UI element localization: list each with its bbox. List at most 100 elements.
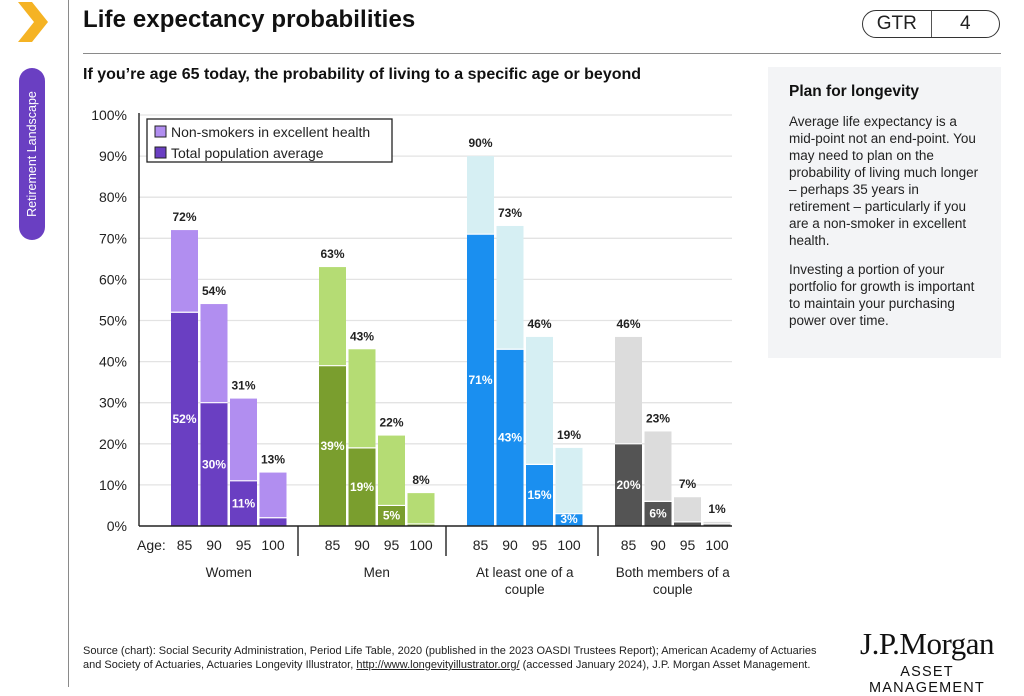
bar-label-total-population: 6%: [649, 507, 667, 521]
section-tab-label: Retirement Landscape: [25, 91, 39, 217]
x-tick-label: 95: [680, 537, 696, 553]
source-text-prefix: Source (chart): Social Security Administ…: [83, 645, 817, 671]
bar-label-non-smokers: 54%: [202, 284, 226, 298]
x-tick-label: 95: [384, 537, 400, 553]
x-tick-label: 100: [409, 537, 433, 553]
bar-label-total-population: 71%: [468, 373, 492, 387]
y-tick-label: 90%: [99, 148, 127, 164]
header-divider: [83, 53, 1001, 54]
y-tick-label: 50%: [99, 313, 127, 329]
bar-total-population: [644, 501, 672, 526]
x-tick-label: 100: [261, 537, 285, 553]
bar-label-total-population: 3%: [560, 512, 578, 526]
bar-label-total-population: 20%: [616, 478, 640, 492]
legend-swatch: [154, 146, 167, 159]
legend-box: [146, 118, 393, 163]
bar-label-non-smokers: 90%: [468, 136, 492, 150]
page-title: Life expectancy probabilities: [83, 6, 416, 33]
panel-heading: Plan for longevity: [789, 83, 920, 100]
bar-label-non-smokers: 31%: [231, 379, 255, 393]
source-text-suffix: (accessed January 2024), J.P. Morgan Ass…: [519, 659, 811, 671]
bar-total-population: [467, 234, 494, 526]
y-tick-label: 10%: [99, 477, 127, 493]
bar-non-smokers: [407, 493, 435, 526]
bar-total-population: [259, 517, 287, 526]
x-tick-label: 95: [236, 537, 252, 553]
bar-label-non-smokers: 1%: [708, 502, 726, 516]
bar-label-non-smokers: 72%: [172, 210, 196, 224]
bar-total-population: [496, 349, 524, 526]
bar-non-smokers: [555, 447, 583, 526]
bar-label-non-smokers: 8%: [412, 473, 430, 487]
bar-label-total-population: 15%: [527, 488, 551, 502]
bar-label-total-population: 43%: [498, 431, 522, 445]
chevron-right-icon: [18, 2, 48, 42]
bar-label-non-smokers: 19%: [557, 428, 581, 442]
bar-label-total-population: 39%: [320, 439, 344, 453]
x-tick-label: 85: [325, 537, 341, 553]
bar-label-total-population: 30%: [202, 457, 226, 471]
bar-total-population: [526, 464, 553, 526]
badge-gtr: GTR: [876, 13, 917, 34]
bar-total-population: [200, 402, 228, 526]
panel-paragraph-1: Average life expectancy is a mid-point n…: [789, 114, 979, 248]
bar-label-non-smokers: 22%: [379, 416, 403, 430]
bar-label-total-population: 52%: [172, 412, 196, 426]
life-expectancy-chart: 0% 10% 20% 30% 40% 50% 60% 70% 80% 90% 100% 72% 52% 8…: [91, 107, 732, 597]
group-label: couple: [505, 582, 545, 597]
group-label: Men: [364, 565, 390, 580]
bar-label-total-population: 5%: [383, 509, 401, 523]
y-tick-label: 40%: [99, 354, 127, 370]
x-tick-label: 90: [206, 537, 222, 553]
bar-label-non-smokers: 23%: [646, 411, 670, 425]
x-tick-label: 90: [650, 537, 666, 553]
bar-total-population: [319, 365, 346, 526]
x-tick-label: 85: [473, 537, 489, 553]
legend-swatch: [154, 125, 167, 138]
bar-total-population: [348, 447, 376, 526]
chart-subtitle: If you’re age 65 today, the probability …: [83, 66, 642, 83]
page-badge: GTR 4: [862, 10, 1000, 38]
y-tick-label: 80%: [99, 189, 127, 205]
x-axis-label: Age:: [137, 537, 166, 553]
group-label: Both members of a: [616, 565, 731, 580]
bar-non-smokers: [259, 472, 287, 526]
legend-label: Non-smokers in excellent health: [171, 124, 370, 140]
group-label: At least one of a: [476, 565, 574, 580]
jpmorgan-logo: J.P.Morgan ASSET MANAGEMENT: [852, 627, 1002, 696]
badge-page-number: 4: [930, 11, 1000, 37]
legend-label: Total population average: [171, 145, 324, 161]
y-tick-label: 20%: [99, 436, 127, 452]
bar-total-population: [407, 523, 435, 526]
bar-total-population: [703, 523, 731, 526]
bar-label-non-smokers: 63%: [320, 247, 344, 261]
y-tick-label: 70%: [99, 230, 127, 246]
source-note: Source (chart): Social Security Administ…: [83, 644, 818, 672]
bar-label-total-population: 11%: [232, 496, 256, 510]
x-tick-label: 90: [354, 537, 370, 553]
y-tick-label: 60%: [99, 271, 127, 287]
bar-non-smokers: [674, 497, 701, 526]
bar-label-non-smokers: 46%: [616, 317, 640, 331]
y-tick-label: 100%: [91, 107, 127, 123]
panel-paragraph-2: Investing a portion of your portfolio fo…: [789, 262, 975, 328]
bar-total-population: [171, 312, 198, 526]
bar-label-non-smokers: 13%: [261, 453, 285, 467]
y-tick-label: 0%: [107, 518, 127, 534]
x-tick-label: 100: [705, 537, 729, 553]
x-tick-label: 85: [177, 537, 193, 553]
section-tab[interactable]: Retirement Landscape: [19, 68, 45, 240]
group-label: Women: [206, 565, 252, 580]
bar-total-population: [555, 513, 583, 526]
left-divider: [68, 0, 69, 687]
bar-total-population: [230, 480, 257, 526]
bar-label-non-smokers: 73%: [498, 206, 522, 220]
source-link[interactable]: http://www.longevityillustrator.org/: [356, 659, 520, 671]
bar-label-non-smokers: 43%: [350, 329, 374, 343]
logo-wordmark: J.P.Morgan: [860, 626, 994, 661]
x-tick-label: 100: [557, 537, 581, 553]
x-tick-label: 90: [502, 537, 518, 553]
bar-label-non-smokers: 7%: [679, 477, 697, 491]
y-tick-label: 30%: [99, 395, 127, 411]
group-label: couple: [653, 582, 693, 597]
